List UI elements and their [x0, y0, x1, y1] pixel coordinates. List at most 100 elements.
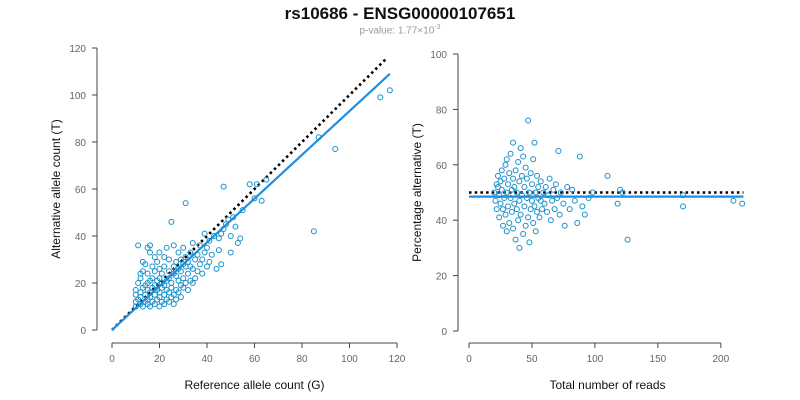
left-data-point	[215, 235, 222, 242]
left-data-point	[149, 275, 156, 282]
right-data-point	[554, 195, 561, 202]
right-data-point	[560, 200, 567, 207]
left-data-point	[168, 218, 175, 225]
right-data-point	[624, 236, 631, 243]
left-data-point	[192, 275, 199, 282]
right-data-point	[549, 197, 556, 204]
left-x-tick-label: 20	[154, 354, 166, 365]
left-data-point	[156, 249, 163, 256]
right-data-point	[533, 208, 540, 215]
right-data-point	[515, 217, 522, 224]
right-data-point	[493, 181, 500, 188]
left-data-point	[166, 289, 172, 296]
left-data-point	[213, 265, 220, 272]
right-data-point	[518, 192, 525, 199]
right-data-point	[503, 228, 510, 235]
right-data-point	[551, 206, 558, 213]
left-y-tick-label: 100	[69, 91, 86, 102]
left-data-point	[173, 296, 180, 303]
left-data-point	[166, 298, 172, 305]
left-data-point	[182, 200, 189, 207]
left-data-point	[201, 230, 208, 237]
right-data-point	[503, 189, 510, 196]
right-data-point	[496, 192, 503, 199]
right-data-point	[571, 197, 578, 204]
left-data-point	[189, 280, 196, 286]
left-x-tick-label: 80	[296, 354, 308, 365]
left-data-point	[180, 244, 187, 251]
right-data-point	[501, 195, 508, 202]
right-data-point	[506, 219, 513, 226]
p-value-subtitle: p-value: 1.77×10-3	[0, 24, 800, 36]
right-data-point	[585, 195, 592, 202]
right-y-tick-label: 100	[430, 50, 447, 61]
right-data-point	[510, 139, 517, 146]
right-data-point	[730, 197, 737, 204]
left-data-point	[310, 228, 317, 235]
right-data-point	[527, 206, 534, 213]
right-data-point	[581, 211, 588, 218]
left-data-point	[139, 268, 146, 275]
right-data-point	[533, 172, 540, 179]
right-data-point	[521, 203, 528, 210]
right-data-point	[532, 228, 539, 235]
right-data-point	[569, 186, 576, 193]
right-data-point	[517, 211, 524, 218]
left-data-point	[135, 242, 142, 249]
left-data-point	[189, 265, 196, 272]
right-data-point	[523, 195, 530, 202]
left-data-point	[194, 251, 201, 258]
right-data-point	[544, 208, 551, 215]
right-data-point	[508, 208, 515, 215]
left-data-point	[220, 225, 227, 232]
left-data-point	[170, 301, 177, 308]
right-x-tick-label: 150	[650, 354, 667, 365]
left-data-point	[156, 275, 163, 282]
right-data-point	[528, 181, 535, 188]
right-data-point	[680, 192, 687, 199]
right-data-point	[576, 153, 583, 160]
plot-allele-counts: 0 20 40 60 80 100 120 0 20 40 60 80 100 120 Reference …	[49, 44, 406, 392]
left-y-tick-label: 40	[75, 232, 87, 243]
right-data-point	[511, 183, 518, 190]
right-y-tick-label: 80	[436, 105, 448, 116]
right-data-point	[589, 189, 596, 196]
left-data-point	[173, 272, 180, 279]
right-data-point	[526, 189, 533, 196]
left-data-point	[258, 197, 265, 204]
right-y-axis-label: Percentage alternative (T)	[410, 123, 424, 262]
left-data-point	[208, 251, 215, 258]
left-data-point	[237, 235, 244, 242]
right-data-point	[535, 183, 542, 190]
right-data-point	[739, 200, 746, 207]
right-data-point	[516, 244, 523, 251]
right-data-point	[619, 189, 626, 196]
left-y-tick-label: 0	[80, 326, 86, 337]
right-data-point	[510, 175, 517, 182]
left-data-point	[239, 207, 246, 214]
left-data-point	[147, 289, 153, 296]
right-data-point	[494, 172, 501, 179]
right-data-point	[492, 197, 499, 204]
right-data-point	[541, 200, 548, 207]
left-data-point	[151, 291, 158, 298]
right-data-point	[542, 183, 549, 190]
left-data-point	[196, 242, 203, 249]
left-data-point	[377, 94, 384, 101]
left-data-point	[166, 275, 172, 282]
right-data-point	[513, 189, 520, 196]
right-data-point	[561, 222, 568, 229]
right-data-point	[525, 117, 532, 124]
left-data-point	[182, 254, 189, 261]
right-data-point	[512, 236, 519, 243]
left-data-point	[175, 249, 182, 256]
right-data-point	[537, 197, 544, 204]
right-data-point	[540, 189, 547, 196]
left-data-point	[149, 263, 156, 270]
right-data-point	[556, 211, 563, 218]
left-x-tick-label: 100	[341, 354, 358, 365]
right-data-point	[494, 183, 501, 190]
right-data-point	[522, 164, 529, 171]
left-data-point	[225, 216, 232, 223]
